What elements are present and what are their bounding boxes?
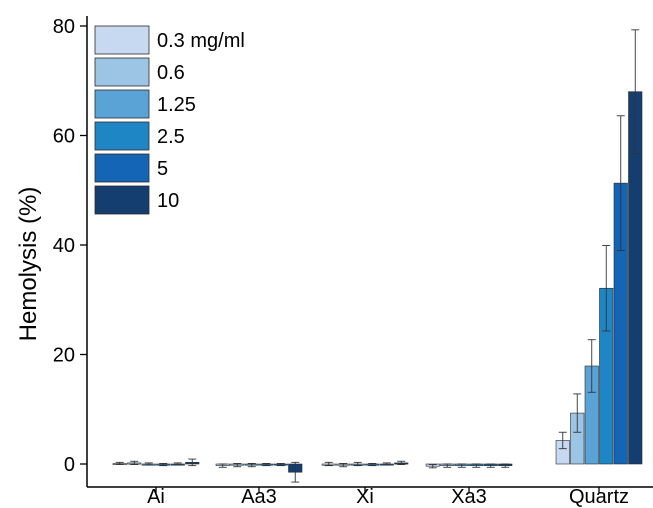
bars-layer <box>112 91 643 473</box>
legend-label-4: 5 <box>157 158 168 180</box>
axes-layer <box>86 16 653 488</box>
legend-label-3: 2.5 <box>157 126 185 148</box>
x-tick-label-quartz: Quartz <box>569 486 629 508</box>
y-tick-label-40: 40 <box>53 235 75 257</box>
y-tick-label-0: 0 <box>64 454 75 476</box>
legend-label-0: 0.3 mg/ml <box>157 30 245 52</box>
legend-swatch-0 <box>94 25 150 55</box>
y-tick-label-20: 20 <box>53 345 75 367</box>
y-tick-label-60: 60 <box>53 126 75 148</box>
x-tick-label-xi: Xi <box>356 486 374 508</box>
legend-swatch-2 <box>94 89 150 119</box>
y-tick-label-80: 80 <box>53 16 75 38</box>
error-bars-layer <box>115 29 640 483</box>
x-tick-label-aa3: Aa3 <box>241 486 277 508</box>
x-tick-label-xa3: Xa3 <box>451 486 487 508</box>
legend-swatch-3 <box>94 121 150 151</box>
legend-label-5: 10 <box>157 190 179 212</box>
legend-swatch-1 <box>94 57 150 87</box>
ticks-layer: 0 20 40 60 80 Ai Aa3 Xi Xa3 Quartz <box>53 16 629 508</box>
legend-swatch-4 <box>94 153 150 183</box>
legend-label-2: 1.25 <box>157 94 196 116</box>
legend: 0.3 mg/ml 0.6 1.25 2.5 5 10 <box>94 25 245 215</box>
x-tick-label-ai: Ai <box>147 486 165 508</box>
legend-swatch-5 <box>94 185 150 215</box>
y-axis-label: Hemolysis (%) <box>15 187 42 342</box>
legend-label-1: 0.6 <box>157 62 185 84</box>
